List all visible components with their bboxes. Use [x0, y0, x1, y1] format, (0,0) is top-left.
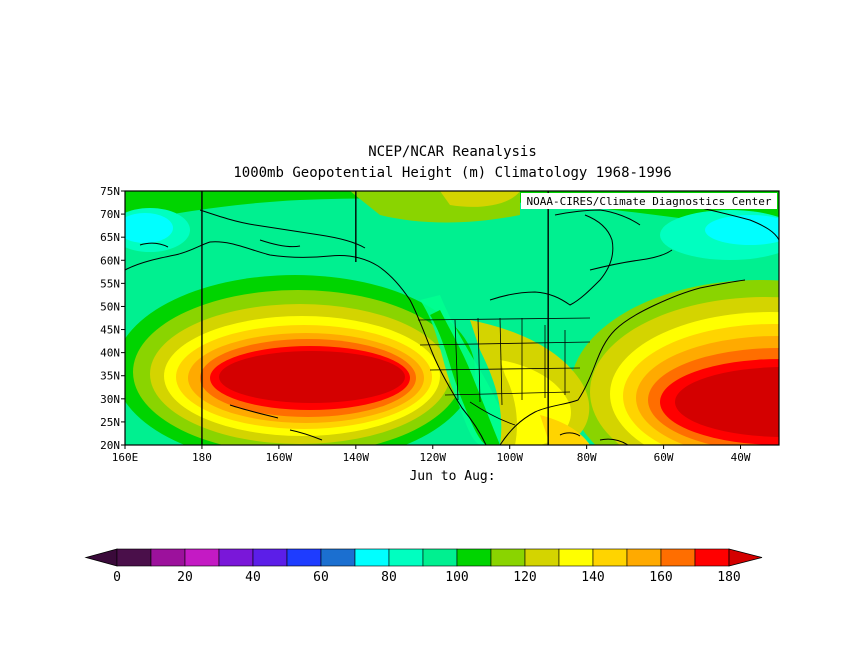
colorbar-swatch [456, 548, 492, 567]
colorbar-swatch [116, 548, 152, 567]
lat-tick-label: 40N [100, 347, 120, 360]
latitude-axis: 75N 70N 65N 60N 55N 50N 45N 40N 35N 30N 25N 20N [100, 185, 125, 452]
colorbar-tick-label: 160 [649, 570, 672, 585]
lon-tick-label: 100W [496, 451, 523, 464]
figure-subtitle: 1000mb Geopotential Height (m) Climatolo… [233, 165, 672, 181]
colorbar-tick-label: 0 [113, 570, 121, 585]
colorbar-swatch [524, 548, 560, 567]
credit-text: NOAA-CIRES/Climate Diagnostics Center [526, 195, 771, 208]
pacific-high [125, 275, 475, 445]
colorbar-swatch [422, 548, 458, 567]
colorbar-swatch [388, 548, 424, 567]
lat-tick-label: 25N [100, 416, 120, 429]
lon-tick-label: 180 [192, 451, 212, 464]
longitude-axis: 160E 180 160W 140W 120W 100W 80W 60W 40W [112, 445, 751, 464]
lon-tick-label: 60W [654, 451, 674, 464]
colorbar-swatch [558, 548, 594, 567]
lat-tick-label: 20N [100, 439, 120, 452]
colorbar-tick-label: 120 [513, 570, 536, 585]
lat-tick-label: 75N [100, 185, 120, 198]
atlantic-high [570, 280, 779, 445]
lat-tick-label: 70N [100, 208, 120, 221]
colorbar-swatch [626, 548, 662, 567]
lon-tick-label: 40W [731, 451, 751, 464]
map-frame [124, 190, 780, 446]
colorbar-tick-label: 100 [445, 570, 468, 585]
lon-tick-label: 160E [112, 451, 139, 464]
colorbar-swatch [694, 548, 730, 567]
lat-tick-label: 30N [100, 393, 120, 406]
colorbar-swatch [184, 548, 220, 567]
colorbar-under-arrow [84, 548, 118, 567]
lat-tick-label: 55N [100, 277, 120, 290]
lon-tick-label: 160W [266, 451, 293, 464]
coastlines [125, 199, 779, 445]
colorbar: 0 20 40 60 80 100 120 140 160 180 [84, 548, 763, 585]
colorbar-swatch [218, 548, 254, 567]
lat-tick-label: 45N [100, 324, 120, 337]
period-label: Jun to Aug: [409, 469, 496, 484]
colorbar-swatch [286, 548, 322, 567]
colorbar-swatch [354, 548, 390, 567]
colorbar-tick-label: 180 [717, 570, 740, 585]
credit-box [521, 193, 777, 209]
colorbar-swatch [490, 548, 526, 567]
colorbar-swatch [252, 548, 288, 567]
colorbar-swatch [592, 548, 628, 567]
lat-tick-label: 35N [100, 370, 120, 383]
lat-tick-label: 60N [100, 254, 120, 267]
lon-tick-label: 80W [577, 451, 597, 464]
lat-tick-label: 50N [100, 300, 120, 313]
colorbar-tick-label: 80 [381, 570, 397, 585]
height-field [125, 191, 779, 445]
colorbar-swatch [320, 548, 356, 567]
colorbar-tick-label: 140 [581, 570, 604, 585]
colorbar-over-arrow [728, 548, 763, 567]
figure-title: NCEP/NCAR Reanalysis [368, 144, 537, 160]
colorbar-swatch [150, 548, 186, 567]
lat-tick-label: 65N [100, 231, 120, 244]
colorbar-tick-label: 40 [245, 570, 261, 585]
lon-tick-label: 140W [343, 451, 370, 464]
meridian-lines [201, 191, 549, 445]
colorbar-tick-label: 20 [177, 570, 193, 585]
colorbar-swatch [660, 548, 696, 567]
colorbar-tick-label: 60 [313, 570, 329, 585]
political-boundaries [417, 317, 591, 426]
lon-tick-label: 120W [420, 451, 447, 464]
